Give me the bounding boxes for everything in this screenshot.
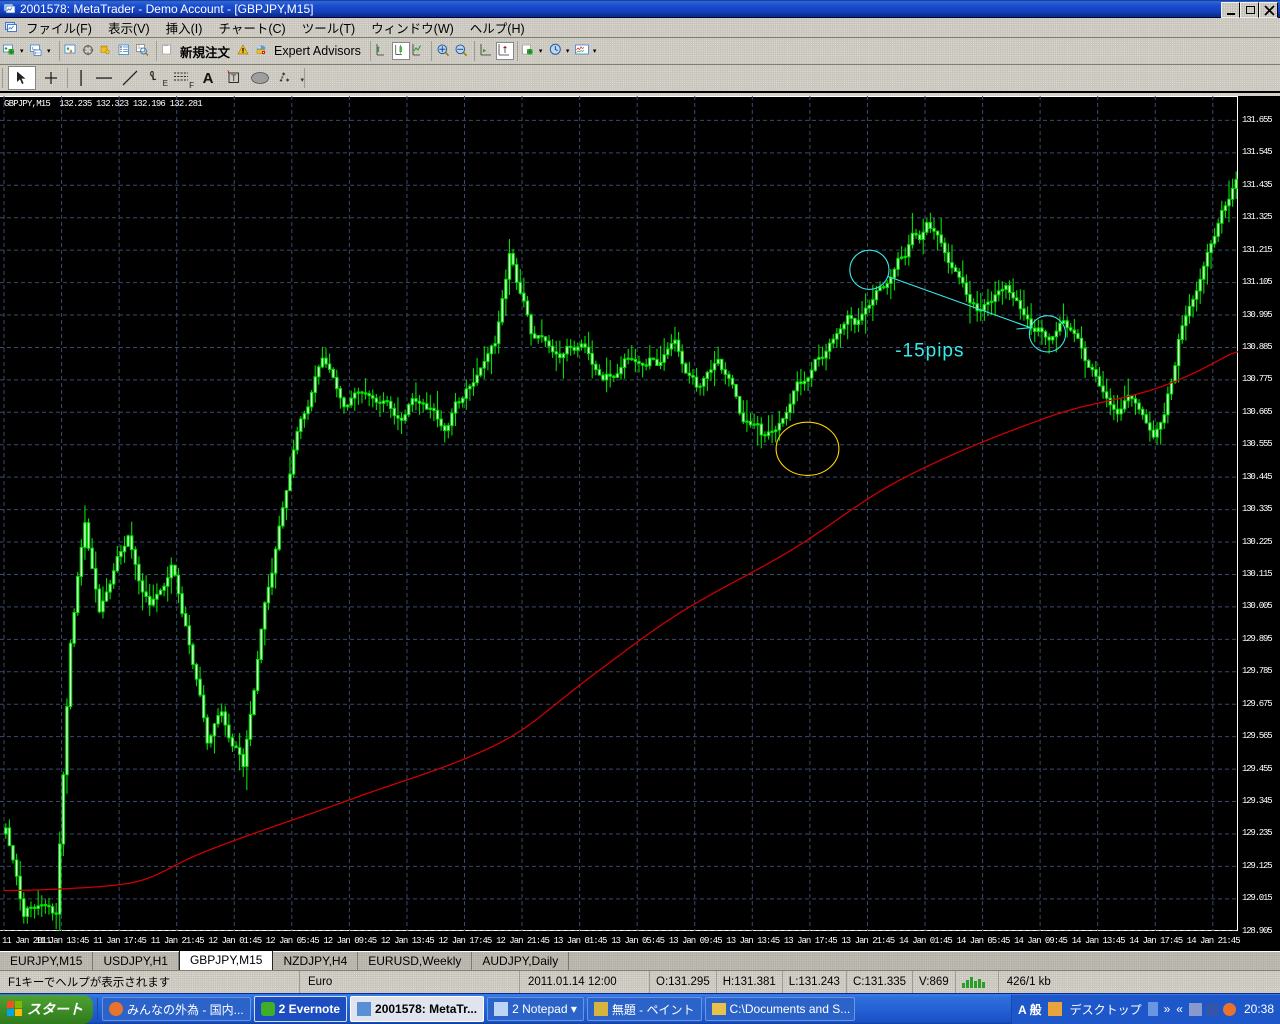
svg-text:T: T	[231, 73, 237, 83]
svg-text:-15pips: -15pips	[895, 341, 964, 362]
